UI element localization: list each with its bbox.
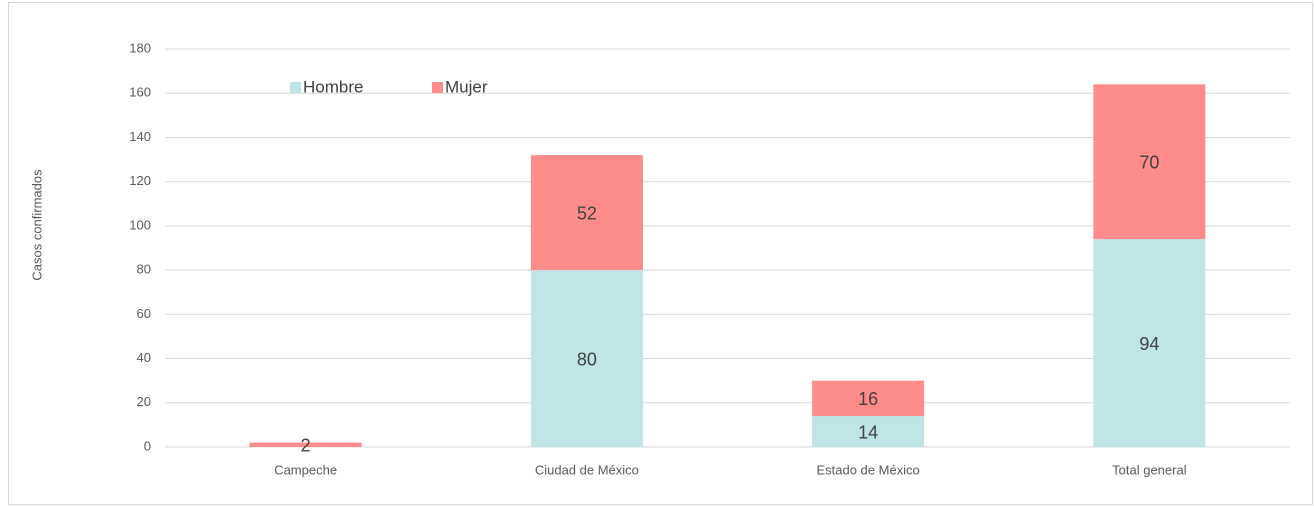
bar-segment bbox=[812, 416, 925, 447]
bar-segment bbox=[812, 380, 925, 417]
y-tick-label: 60 bbox=[137, 306, 151, 321]
value-label: 2 bbox=[301, 436, 311, 456]
bar-segment bbox=[249, 442, 362, 447]
x-tick-label: Estado de México bbox=[816, 462, 919, 477]
y-tick-label: 100 bbox=[129, 217, 151, 232]
legend-swatch bbox=[432, 82, 443, 93]
y-tick-label: 40 bbox=[137, 350, 151, 365]
bar-segment bbox=[530, 155, 643, 271]
x-tick-label: Campeche bbox=[274, 462, 337, 477]
x-tick-label: Ciudad de México bbox=[535, 462, 639, 477]
value-label: 52 bbox=[577, 203, 597, 223]
y-tick-label: 0 bbox=[144, 438, 151, 453]
value-label: 16 bbox=[858, 389, 878, 409]
y-tick-label: 80 bbox=[137, 262, 151, 277]
x-tick-label: Total general bbox=[1112, 462, 1187, 477]
y-tick-label: 160 bbox=[129, 85, 151, 100]
y-tick-label: 20 bbox=[137, 394, 151, 409]
bar-segment bbox=[530, 270, 643, 447]
bar-segment bbox=[1093, 84, 1206, 240]
y-tick-label: 180 bbox=[129, 40, 151, 55]
legend-swatch bbox=[290, 82, 301, 93]
legend-label: Mujer bbox=[445, 77, 488, 96]
value-label: 14 bbox=[858, 422, 878, 442]
value-label: 70 bbox=[1139, 153, 1159, 173]
y-axis-label: Casos confirmados bbox=[29, 169, 44, 281]
legend-label: Hombre bbox=[303, 77, 363, 96]
y-tick-label: 120 bbox=[129, 173, 151, 188]
bar-segment bbox=[1093, 239, 1206, 447]
value-label: 94 bbox=[1139, 334, 1159, 354]
y-tick-label: 140 bbox=[129, 129, 151, 144]
chart-frame bbox=[8, 2, 1313, 505]
value-label: 80 bbox=[577, 349, 597, 369]
